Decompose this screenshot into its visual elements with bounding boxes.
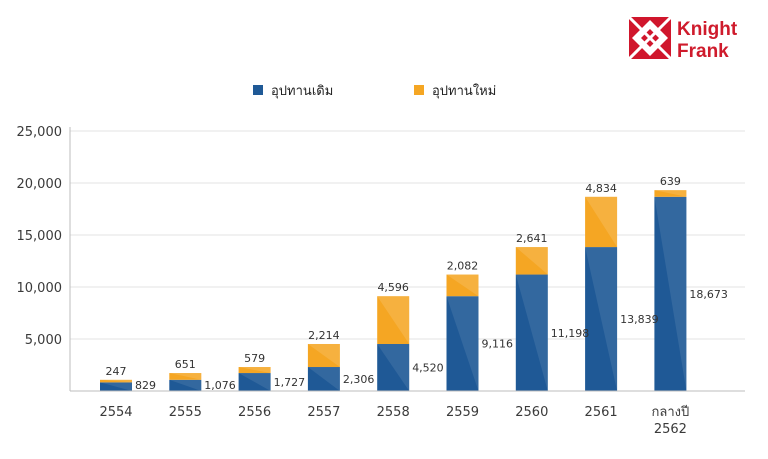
y-tick-label: 15,000 (17, 229, 63, 244)
bar-new (585, 196, 618, 248)
data-label-new: 2,641 (516, 232, 548, 245)
x-tick-label: 2559 (446, 405, 479, 420)
bar-new-sheen (238, 367, 271, 374)
bar-existing-sheen (169, 379, 202, 391)
bar-existing-sheen (654, 196, 687, 391)
bar-new (238, 367, 271, 374)
bar-new (307, 343, 340, 368)
bar-existing (307, 367, 340, 391)
y-tick-label: 10,000 (17, 281, 63, 296)
data-label-new: 579 (244, 352, 265, 365)
bar-existing-sheen (307, 367, 340, 391)
bar-existing-sheen (238, 373, 271, 391)
data-label-existing: 4,520 (412, 361, 444, 374)
data-label-existing: 829 (135, 379, 156, 392)
bar-new-sheen (377, 296, 410, 344)
bar-new-sheen (585, 196, 618, 248)
x-tick-label: 2561 (585, 405, 618, 420)
bar-new (654, 190, 687, 197)
data-label-existing: 13,839 (620, 313, 659, 326)
x-tick-label: 2556 (238, 405, 271, 420)
x-tick-label: 2555 (169, 405, 202, 420)
bars (100, 190, 687, 391)
bar-new-sheen (515, 247, 548, 275)
bar-new (100, 379, 132, 383)
data-label-new: 2,082 (447, 260, 479, 273)
bar-existing-sheen (446, 296, 479, 391)
bar-new-sheen (307, 343, 340, 368)
logo-mark-icon (627, 15, 673, 61)
legend-swatch-existing (253, 85, 263, 95)
bar-existing-sheen (515, 274, 548, 391)
data-label-existing: 11,198 (551, 327, 590, 340)
legend: อุปทานเดิม อุปทานใหม่ (253, 83, 496, 99)
y-axis: 5,000 10,000 15,000 20,000 25,000 (17, 125, 63, 348)
bar-existing-sheen (585, 247, 618, 391)
x-tick-label: 2560 (515, 405, 548, 420)
bar-new-sheen (169, 373, 202, 380)
bar-existing (169, 379, 202, 391)
x-axis: 2554 2555 2556 2557 2558 2559 2560 2561 กลางปี 25… (69, 127, 745, 437)
bar-new-sheen (446, 274, 479, 297)
x-tick-label: 2554 (99, 405, 132, 420)
bar-existing (585, 247, 618, 391)
bar-new (377, 296, 410, 344)
y-tick-label: 25,000 (17, 125, 63, 140)
data-label-existing: 18,673 (689, 288, 728, 301)
logo-text-line2: Frank (677, 41, 729, 62)
data-label-existing: 9,116 (482, 338, 514, 351)
data-label-new: 4,596 (377, 281, 409, 294)
legend-label-new: อุปทานใหม่ (432, 83, 496, 99)
legend-label-existing: อุปทานเดิม (271, 84, 333, 99)
bar-existing (238, 373, 271, 391)
data-labels: 247 829 651 1,076 579 1,727 2,214 2,306 4,596 4,5… (106, 175, 728, 392)
bar-existing (515, 274, 548, 391)
bar-existing-sheen (377, 343, 410, 391)
x-tick-label: กลางปี 2562 (652, 404, 690, 437)
data-label-existing: 1,727 (274, 376, 306, 389)
y-tick-label: 5,000 (25, 333, 62, 348)
data-label-existing: 1,076 (204, 379, 236, 392)
bar-new-sheen (100, 379, 132, 383)
bar-existing-sheen (100, 382, 132, 391)
knight-frank-logo: Knight Frank (627, 15, 738, 62)
x-tick-label: 2558 (377, 405, 410, 420)
bar-new (446, 274, 479, 297)
y-tick-label: 20,000 (17, 177, 63, 192)
data-label-new: 2,214 (308, 329, 340, 342)
legend-swatch-new (414, 85, 424, 95)
x-tick-label: 2557 (307, 405, 340, 420)
bar-existing (654, 196, 687, 391)
bar-existing (377, 343, 410, 391)
logo-text-line1: Knight (677, 19, 738, 40)
data-label-existing: 2,306 (343, 373, 375, 386)
bar-existing (446, 296, 479, 391)
data-label-new: 4,834 (585, 182, 617, 195)
bar-new (515, 247, 548, 275)
data-label-new: 651 (175, 358, 196, 371)
data-label-new: 247 (106, 365, 127, 378)
data-label-new: 639 (660, 175, 681, 188)
bar-new-sheen (654, 190, 687, 197)
bar-new (169, 373, 202, 380)
bar-existing (100, 382, 132, 391)
